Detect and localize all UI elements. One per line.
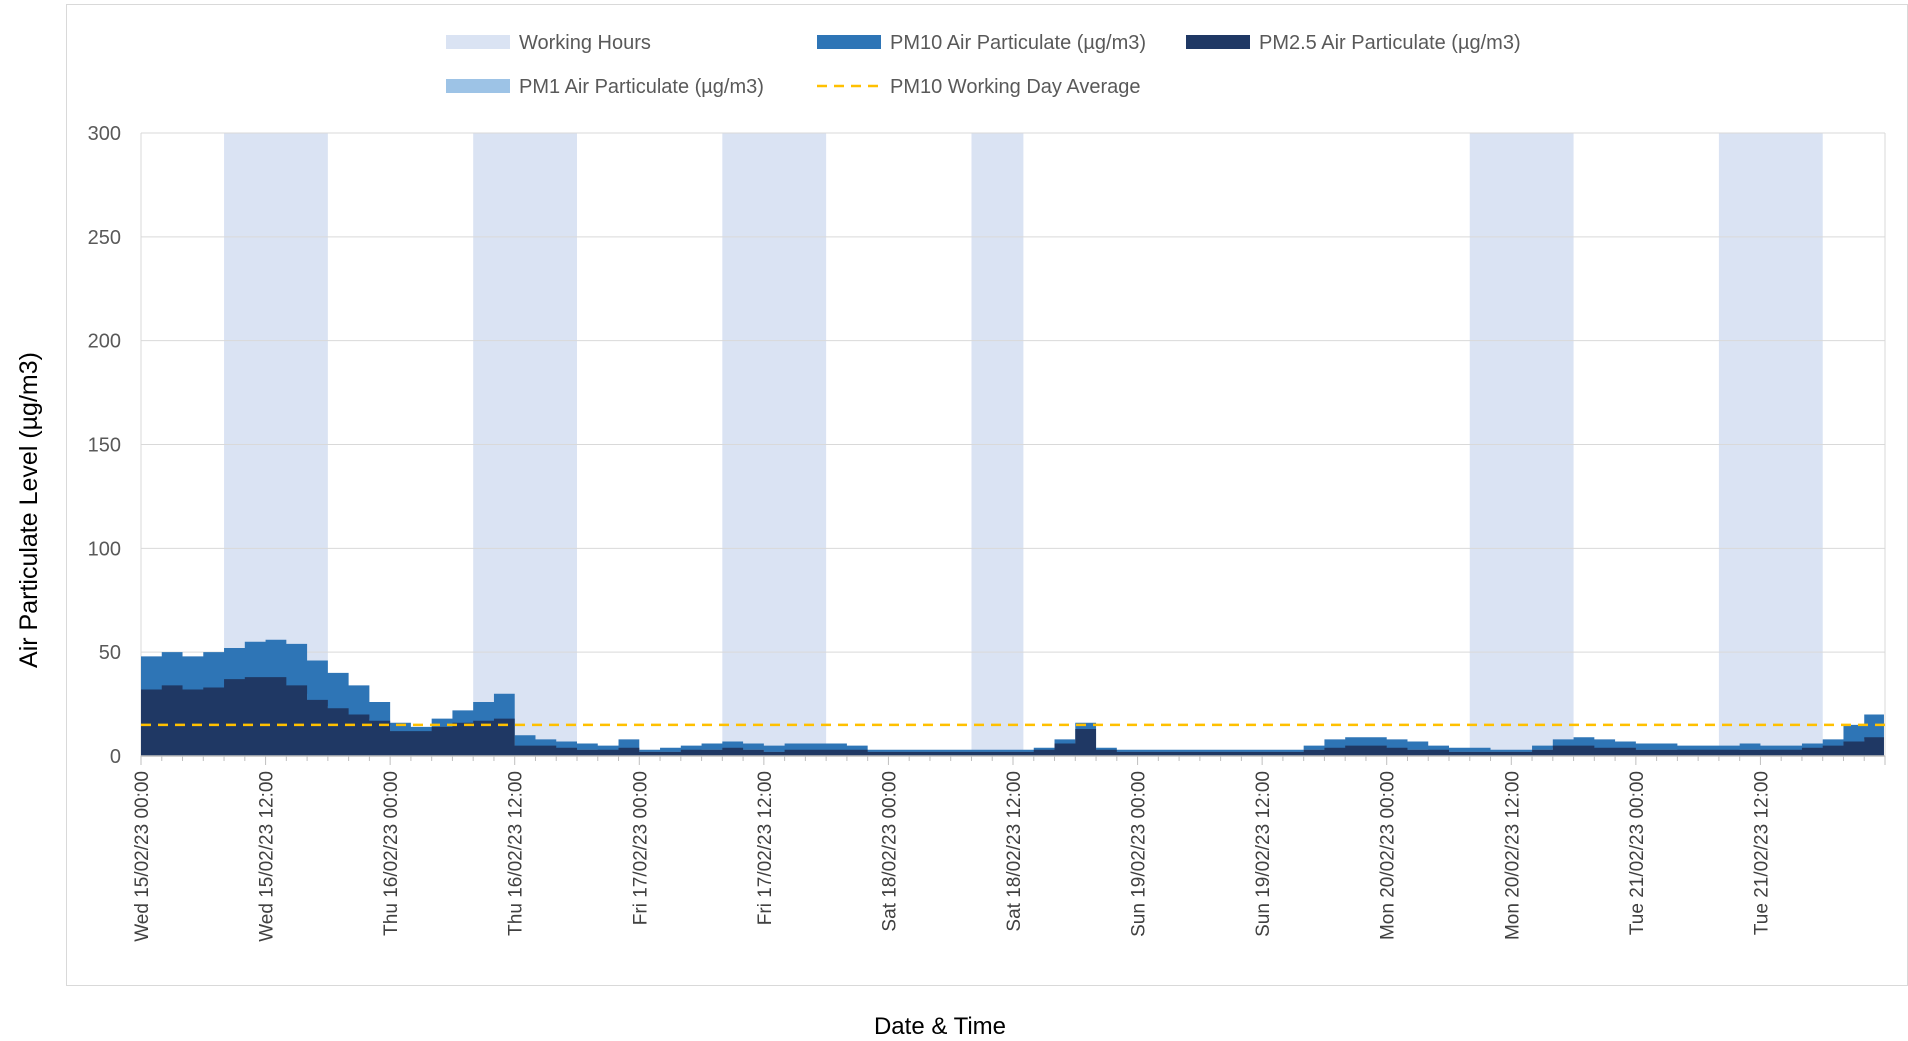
x-tick-label-9: Sun 19/02/23 12:00 bbox=[1253, 771, 1274, 937]
x-tick-label-8: Sun 19/02/23 00:00 bbox=[1129, 771, 1150, 937]
x-tick-label-5: Fri 17/02/23 12:00 bbox=[755, 771, 776, 925]
y-tick-label-250: 250 bbox=[88, 227, 121, 249]
y-tick-label-100: 100 bbox=[88, 538, 121, 560]
y-tick-label-150: 150 bbox=[88, 435, 121, 457]
x-tick-label-11: Mon 20/02/23 12:00 bbox=[1502, 771, 1523, 940]
legend-label-1: PM10 Air Particulate (µg/m3) bbox=[890, 32, 1146, 54]
x-axis-title: Date & Time bbox=[874, 1013, 1006, 1040]
axes: 0 50 100 150 200 250 300 Wed 15/02/23 00:00 Wed … bbox=[88, 123, 1886, 942]
legend-label-3: PM1 Air Particulate (µg/m3) bbox=[519, 76, 764, 98]
legend: Working Hours PM10 Air Particulate (µg/m3… bbox=[446, 32, 1521, 98]
legend-swatch-3 bbox=[446, 79, 510, 93]
x-tick-label-0: Wed 15/02/23 00:00 bbox=[132, 771, 153, 942]
x-tick-label-12: Tue 21/02/23 00:00 bbox=[1627, 771, 1648, 935]
x-tick-label-2: Thu 16/02/23 00:00 bbox=[381, 771, 402, 936]
data-series bbox=[141, 639, 1885, 756]
y-axis-title: Air Particulate Level (µg/m3) bbox=[15, 352, 43, 668]
y-tick-label-0: 0 bbox=[110, 746, 121, 768]
legend-label-0: Working Hours bbox=[519, 32, 651, 54]
legend-swatch-2 bbox=[1186, 35, 1250, 49]
y-tick-label-200: 200 bbox=[88, 331, 121, 353]
x-tick-label-1: Wed 15/02/23 12:00 bbox=[257, 771, 278, 942]
x-tick-label-7: Sat 18/02/23 12:00 bbox=[1004, 771, 1025, 932]
x-tick-label-6: Sat 18/02/23 00:00 bbox=[879, 771, 900, 932]
legend-label-2: PM2.5 Air Particulate (µg/m3) bbox=[1259, 32, 1521, 54]
legend-swatch-1 bbox=[817, 35, 881, 49]
x-tick-label-13: Tue 21/02/23 12:00 bbox=[1751, 771, 1772, 935]
gridlines bbox=[140, 132, 1886, 756]
legend-label-4: PM10 Working Day Average bbox=[890, 76, 1141, 98]
y-tick-label-300: 300 bbox=[88, 123, 121, 145]
x-tick-label-10: Mon 20/02/23 00:00 bbox=[1378, 771, 1399, 940]
x-tick-label-4: Fri 17/02/23 00:00 bbox=[630, 771, 651, 925]
x-tick-label-3: Thu 16/02/23 12:00 bbox=[506, 771, 527, 936]
y-tick-label-50: 50 bbox=[99, 642, 121, 664]
legend-swatch-0 bbox=[446, 35, 510, 49]
series-area-1 bbox=[141, 677, 1884, 756]
